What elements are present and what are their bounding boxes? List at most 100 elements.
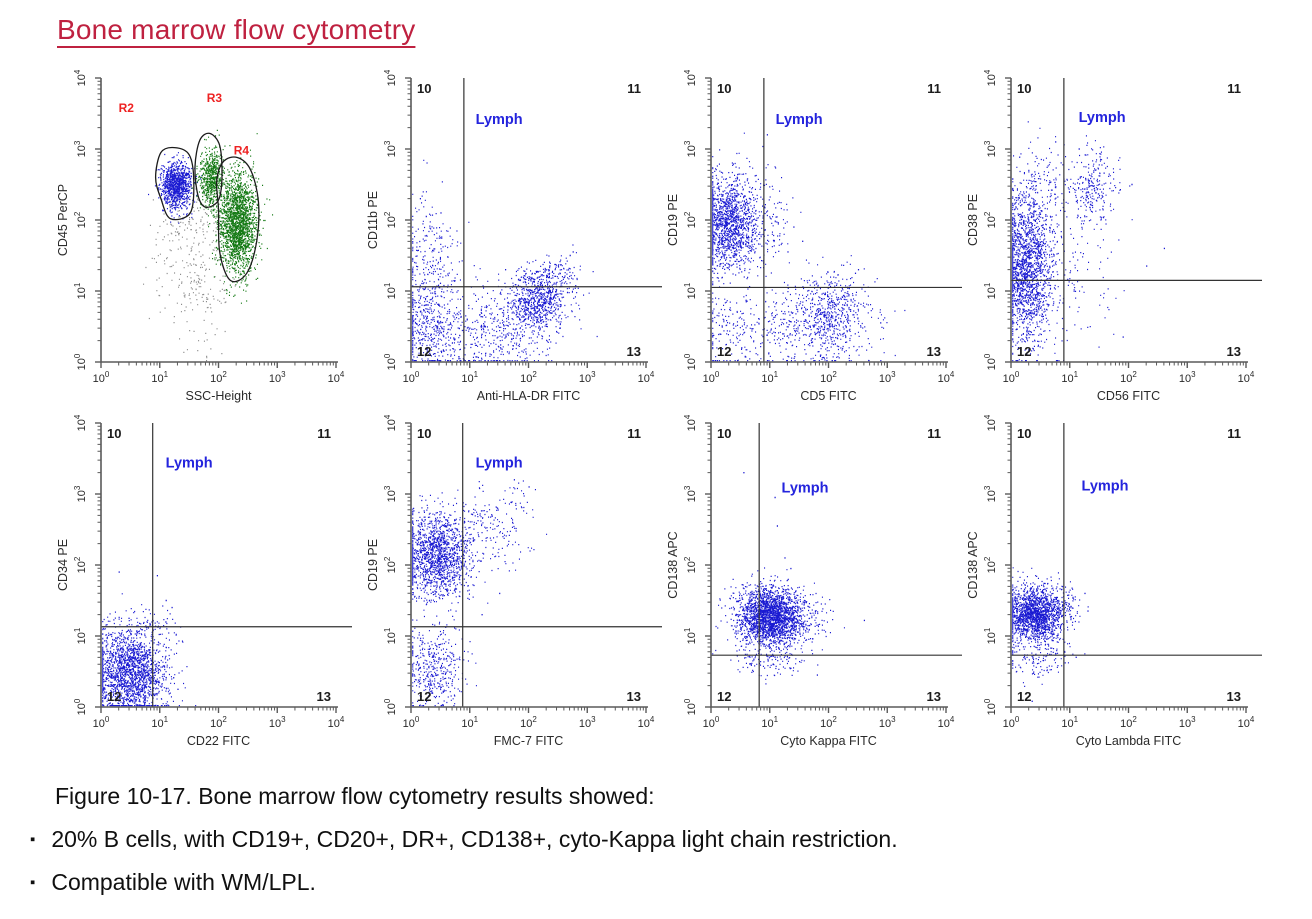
x-tick-label: 104	[1238, 715, 1255, 730]
flow-plot-cd138-vs-cytolambda: 10 11 12 13 100 100 101 101 102 102 103 103 104 104 Cy…	[966, 414, 1262, 748]
quadrant-label-bl: 12	[417, 689, 431, 704]
list-item: ▪ Compatible with WM/LPL.	[30, 869, 898, 896]
x-tick-label: 103	[879, 370, 896, 385]
y-tick-label: 100	[73, 353, 88, 370]
y-axis-title: CD45 PerCP	[56, 184, 70, 256]
y-tick-label: 103	[383, 140, 398, 157]
y-tick-label: 100	[983, 698, 998, 715]
x-tick-label: 102	[210, 370, 227, 385]
page-title: Bone marrow flow cytometry	[57, 14, 416, 45]
x-tick-label: 103	[1179, 715, 1196, 730]
quadrant-label-bl: 12	[717, 689, 731, 704]
y-tick-label: 104	[73, 70, 88, 86]
finding-text-2: Compatible with WM/LPL.	[51, 869, 316, 895]
y-tick-label: 103	[383, 485, 398, 502]
y-tick-label: 100	[683, 353, 698, 370]
x-tick-label: 101	[1061, 715, 1078, 730]
x-tick-label: 102	[1120, 715, 1137, 730]
flow-plot-cd19-vs-fmc7: 10 11 12 13 100 100 101 101 102 102 103 103 104 104 FM…	[366, 414, 662, 748]
quadrant-label-tr: 11	[927, 426, 941, 441]
y-tick-label: 103	[983, 485, 998, 502]
region-label-r3: R3	[207, 91, 223, 105]
y-tick-label: 100	[383, 353, 398, 370]
y-tick-label: 102	[73, 211, 88, 228]
x-tick-label: 101	[761, 370, 778, 385]
quadrant-label-br: 13	[627, 344, 641, 359]
lymph-gate-label: Lymph	[1079, 110, 1126, 126]
x-axis-title: Cyto Kappa FITC	[780, 734, 877, 748]
y-axis-title: CD11b PE	[366, 191, 380, 249]
quadrant-label-br: 13	[1227, 689, 1241, 704]
x-axis-title: CD22 FITC	[187, 734, 250, 748]
y-tick-label: 103	[73, 485, 88, 502]
x-tick-label: 103	[579, 370, 596, 385]
y-tick-label: 102	[983, 556, 998, 573]
x-tick-label: 104	[638, 715, 655, 730]
x-tick-label: 103	[269, 370, 286, 385]
x-tick-label: 103	[1179, 370, 1196, 385]
y-tick-label: 104	[983, 415, 998, 431]
x-tick-label: 100	[93, 715, 110, 730]
y-tick-label: 104	[683, 415, 698, 431]
plot-cell-cd138-vs-cytokappa: 10 11 12 13 100 100 101 101 102 102 103 103 104 104 Cy…	[665, 414, 965, 760]
quadrant-label-tr: 11	[627, 426, 641, 441]
x-tick-label: 101	[151, 370, 168, 385]
y-tick-label: 102	[683, 211, 698, 228]
y-tick-label: 102	[383, 211, 398, 228]
x-tick-label: 102	[210, 715, 227, 730]
y-tick-label: 100	[983, 353, 998, 370]
x-tick-label: 103	[269, 715, 286, 730]
x-tick-label: 101	[151, 715, 168, 730]
x-tick-label: 100	[1003, 715, 1020, 730]
x-tick-label: 102	[1120, 370, 1137, 385]
y-tick-label: 100	[73, 698, 88, 715]
region-label-r4: R4	[234, 144, 250, 158]
x-tick-label: 100	[703, 370, 720, 385]
lymph-gate-label: Lymph	[166, 456, 213, 472]
y-tick-label: 104	[383, 415, 398, 431]
quadrant-label-bl: 12	[417, 344, 431, 359]
x-tick-label: 100	[93, 370, 110, 385]
plot-cell-cd19-vs-cd5: 10 11 12 13 100 100 101 101 102 102 103 103 104 104 CD…	[665, 69, 965, 415]
y-axis-title: CD34 PE	[56, 539, 70, 591]
lymph-gate-label: Lymph	[476, 112, 523, 128]
list-item: ▪ 20% B cells, with CD19+, CD20+, DR+, C…	[30, 826, 898, 853]
quadrant-label-tr: 11	[1227, 81, 1241, 96]
x-tick-label: 104	[638, 370, 655, 385]
x-tick-label: 100	[403, 715, 420, 730]
y-tick-label: 102	[73, 556, 88, 573]
plot-cell-cd38-vs-cd56: 10 11 12 13 100 100 101 101 102 102 103 103 104 104 CD…	[965, 69, 1265, 415]
x-tick-label: 104	[328, 370, 345, 385]
x-tick-label: 103	[879, 715, 896, 730]
lymph-gate-label: Lymph	[476, 456, 523, 472]
y-axis-title: CD19 PE	[366, 539, 380, 591]
y-tick-label: 101	[383, 627, 398, 644]
quadrant-label-tl: 10	[107, 426, 121, 441]
plot-cell-cd45-vs-ssc-gating: 100 100 101 101 102 102 103 103 104 104 SSC-Height…	[55, 69, 355, 415]
quadrant-label-tl: 10	[717, 81, 731, 96]
y-tick-label: 101	[383, 282, 398, 299]
lymph-gate-label: Lymph	[776, 112, 823, 128]
y-tick-label: 102	[383, 556, 398, 573]
flow-plot-cd11b-vs-hladr: 10 11 12 13 100 100 101 101 102 102 103 103 104 104 An…	[366, 69, 662, 403]
y-axis-title: CD19 PE	[666, 194, 680, 246]
quadrant-label-br: 13	[627, 689, 641, 704]
quadrant-label-bl: 12	[717, 344, 731, 359]
finding-text-1: 20% B cells, with CD19+, CD20+, DR+, CD1…	[51, 826, 898, 852]
x-axis-title: SSC-Height	[186, 389, 253, 403]
x-tick-label: 100	[403, 370, 420, 385]
flow-plot-cd138-vs-cytokappa: 10 11 12 13 100 100 101 101 102 102 103 103 104 104 Cy…	[666, 414, 962, 748]
lymph-gate-label: Lymph	[1082, 478, 1129, 494]
quadrant-label-tr: 11	[1227, 426, 1241, 441]
y-tick-label: 104	[383, 70, 398, 86]
lymph-gate-label: Lymph	[782, 481, 829, 497]
y-tick-label: 102	[983, 211, 998, 228]
x-tick-label: 104	[1238, 370, 1255, 385]
flow-plot-cd34-vs-cd22: 10 11 12 13 100 100 101 101 102 102 103 103 104 104 CD…	[56, 414, 352, 748]
x-axis-title: CD56 FITC	[1097, 389, 1160, 403]
flow-plot-cd38-vs-cd56: 10 11 12 13 100 100 101 101 102 102 103 103 104 104 CD…	[966, 69, 1262, 403]
y-tick-label: 104	[683, 70, 698, 86]
figure-caption: Figure 10-17. Bone marrow flow cytometry…	[55, 783, 655, 809]
y-tick-label: 101	[683, 627, 698, 644]
x-tick-label: 102	[820, 715, 837, 730]
